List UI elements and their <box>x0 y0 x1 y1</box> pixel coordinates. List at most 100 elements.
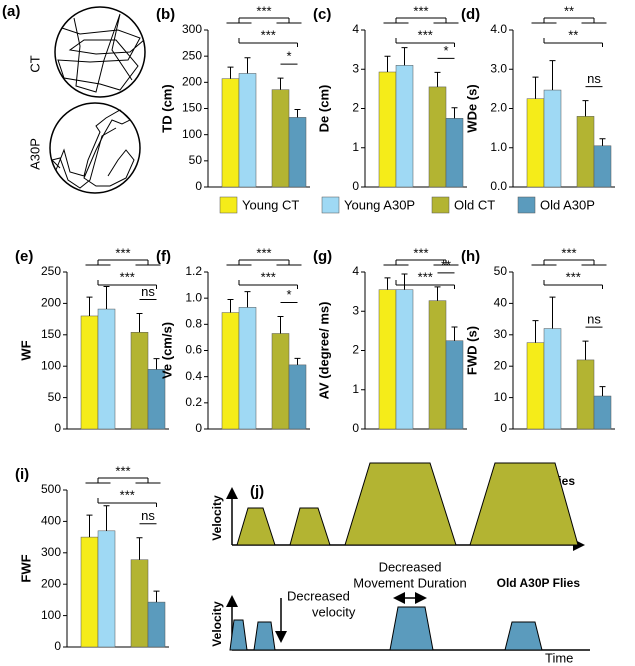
error-bar <box>549 60 556 91</box>
significance-label: *** <box>413 3 428 18</box>
legend-swatch <box>517 196 536 214</box>
bar <box>238 73 257 188</box>
significance-label: ** <box>568 27 578 42</box>
y-tick-label: 0.0 <box>490 179 507 193</box>
y-tick-label: 0.4 <box>185 369 202 383</box>
bar <box>288 364 307 430</box>
error-bar <box>599 138 606 146</box>
y-tick-label: 50 <box>48 390 62 404</box>
error-bar <box>277 77 284 90</box>
y-tick-label: 250 <box>41 264 61 278</box>
error-bar <box>582 100 589 117</box>
y-tick-label: 100 <box>41 608 61 622</box>
bar <box>147 601 166 648</box>
y-tick-label: 20 <box>494 358 508 372</box>
bar <box>428 86 447 188</box>
y-tick-label: 0 <box>54 639 61 653</box>
legend-label: Old A30P <box>540 197 595 212</box>
y-axis-label: AV (degree/ ms) <box>316 301 331 399</box>
panel-letter: (j) <box>250 483 264 500</box>
legend-swatch <box>219 196 238 214</box>
y-tick-label: 2.0 <box>490 101 507 115</box>
annotation: Decreased <box>379 559 442 574</box>
significance-label: *** <box>120 487 135 502</box>
y-tick-label: 0 <box>195 421 202 435</box>
y-tick-label: 3.0 <box>490 61 507 75</box>
bar <box>80 315 99 430</box>
significance-bracket <box>238 38 298 47</box>
y-tick-label: 200 <box>182 75 202 89</box>
y-tick-label: 0.8 <box>185 317 202 331</box>
significance-bracket <box>85 477 161 484</box>
y-tick-label: 50 <box>494 264 508 278</box>
significance-bracket <box>85 259 161 266</box>
bar <box>288 117 307 188</box>
significance-bracket <box>543 280 603 289</box>
group-label: A30P <box>27 138 42 170</box>
y-tick-label: 3 <box>352 61 359 75</box>
error-bar <box>401 47 408 66</box>
movement-bout <box>504 621 543 651</box>
y-tick-label: 100 <box>182 127 202 141</box>
error-bar <box>451 107 458 119</box>
error-bar <box>227 298 234 313</box>
y-tick-label: 40 <box>494 296 508 310</box>
significance-bracket <box>395 280 455 289</box>
significance-label: * <box>286 49 291 64</box>
panel-letter: (f) <box>156 248 171 265</box>
movement-bout <box>253 621 276 651</box>
bar <box>445 118 464 188</box>
y-tick-label: 3 <box>352 303 359 317</box>
bar <box>378 289 397 430</box>
bar <box>543 328 562 430</box>
error-bar <box>294 357 301 365</box>
error-bar <box>244 291 251 308</box>
significance-label: *** <box>120 269 135 284</box>
y-tick-label: 30 <box>494 327 508 341</box>
bar <box>428 300 447 430</box>
bar <box>271 333 290 430</box>
error-bar <box>103 285 110 310</box>
error-bar <box>532 320 539 343</box>
significance-label: *** <box>566 269 581 284</box>
error-bar <box>103 505 110 531</box>
movement-bout <box>236 507 276 546</box>
y-axis-label: TD (cm) <box>159 84 174 132</box>
y-tick-label: 10 <box>494 390 508 404</box>
y-tick-label: 4 <box>352 22 359 36</box>
annotation: velocity <box>312 604 356 619</box>
legend-swatch <box>431 196 450 214</box>
bar <box>526 98 545 188</box>
error-bar <box>532 76 539 99</box>
legend-label: Young CT <box>242 197 299 212</box>
panel-letter: (i) <box>15 466 29 483</box>
y-tick-label: 0 <box>352 179 359 193</box>
trajectory <box>57 27 145 91</box>
bar <box>221 312 240 430</box>
significance-label: * <box>443 43 448 58</box>
significance-bracket <box>97 280 157 289</box>
significance-label: ns <box>141 508 155 523</box>
bar <box>271 89 290 188</box>
y-tick-label: 0.2 <box>185 395 202 409</box>
significance-label: ** <box>564 3 574 18</box>
movement-bout <box>289 507 331 546</box>
significance-bracket <box>383 17 459 24</box>
y-tick-label: 0 <box>54 421 61 435</box>
error-bar <box>384 277 391 290</box>
significance-label: *** <box>261 269 276 284</box>
movement-bout <box>389 606 434 651</box>
y-tick-label: 0.6 <box>185 343 202 357</box>
y-tick-label: 0 <box>195 179 202 193</box>
y-tick-label: 0 <box>352 421 359 435</box>
group-label: CT <box>27 55 42 72</box>
bar <box>130 332 149 430</box>
bar <box>395 65 414 188</box>
arena <box>54 6 146 98</box>
significance-bracket <box>531 259 607 266</box>
y-tick-label: 50 <box>189 153 203 167</box>
y-tick-label: 300 <box>182 22 202 36</box>
y-axis-label: FWD (s) <box>464 326 479 375</box>
bar <box>80 536 99 648</box>
axis-label: Velocity <box>210 601 224 647</box>
